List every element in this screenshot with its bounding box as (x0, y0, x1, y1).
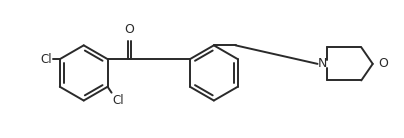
Text: Cl: Cl (40, 53, 52, 66)
Text: Cl: Cl (112, 94, 124, 107)
Text: N: N (318, 57, 327, 70)
Text: O: O (124, 23, 134, 36)
Text: O: O (378, 57, 388, 70)
